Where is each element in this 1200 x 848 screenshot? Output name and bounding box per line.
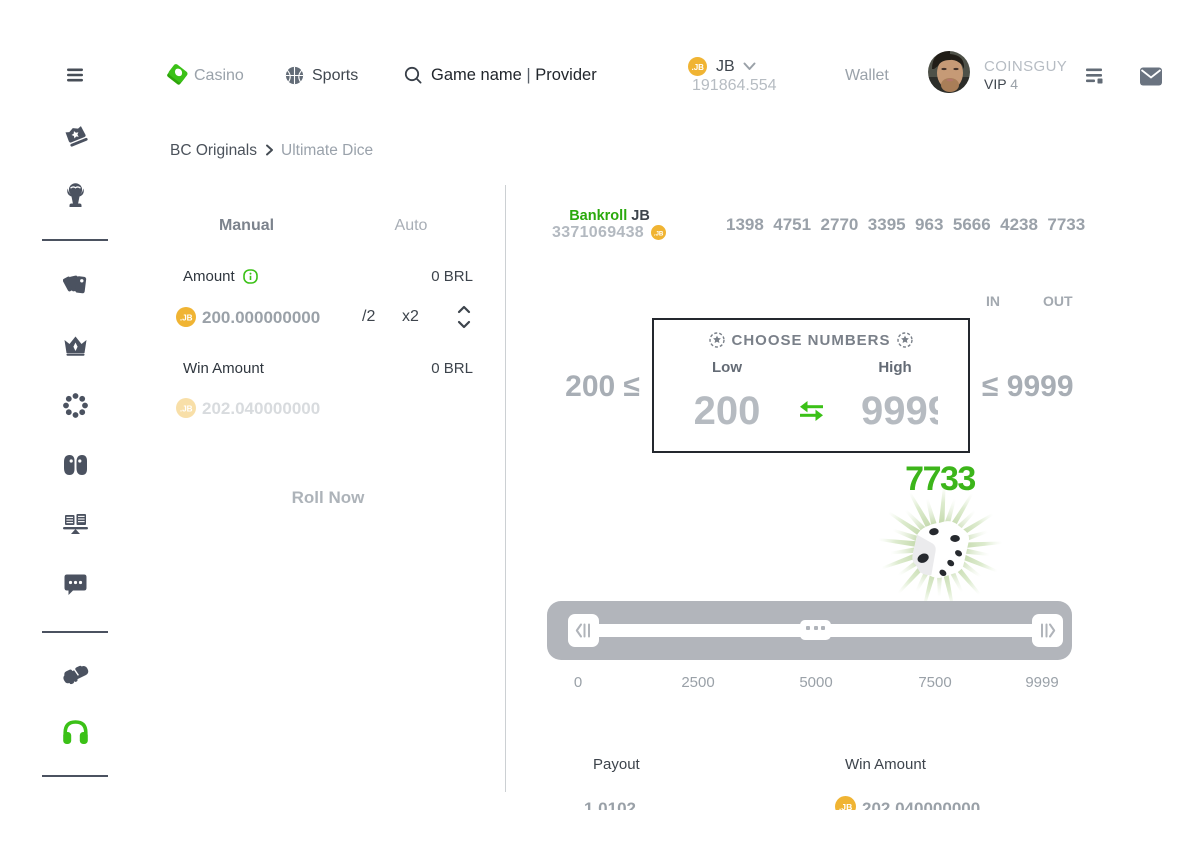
svg-text:.JB: .JB (180, 405, 193, 414)
svg-text:.JB: .JB (654, 230, 664, 237)
svg-text:.JB: .JB (839, 802, 852, 810)
svg-text:.JB: .JB (691, 63, 704, 72)
svg-text:.JB: .JB (180, 314, 193, 323)
